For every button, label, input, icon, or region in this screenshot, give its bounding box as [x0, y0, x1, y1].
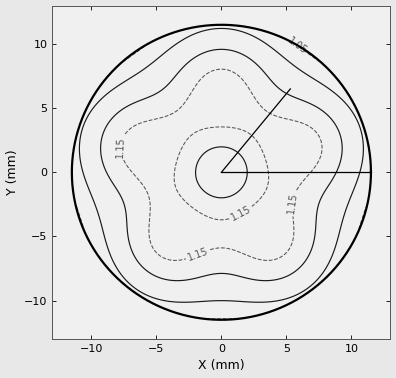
Text: 1.15: 1.15: [115, 136, 126, 158]
Text: 1.05: 1.05: [286, 35, 309, 56]
Text: 1.15: 1.15: [229, 204, 253, 223]
Y-axis label: Y (mm): Y (mm): [6, 149, 19, 195]
Text: 1.15: 1.15: [186, 246, 210, 263]
Text: 1.15: 1.15: [286, 192, 299, 214]
X-axis label: X (mm): X (mm): [198, 359, 245, 372]
